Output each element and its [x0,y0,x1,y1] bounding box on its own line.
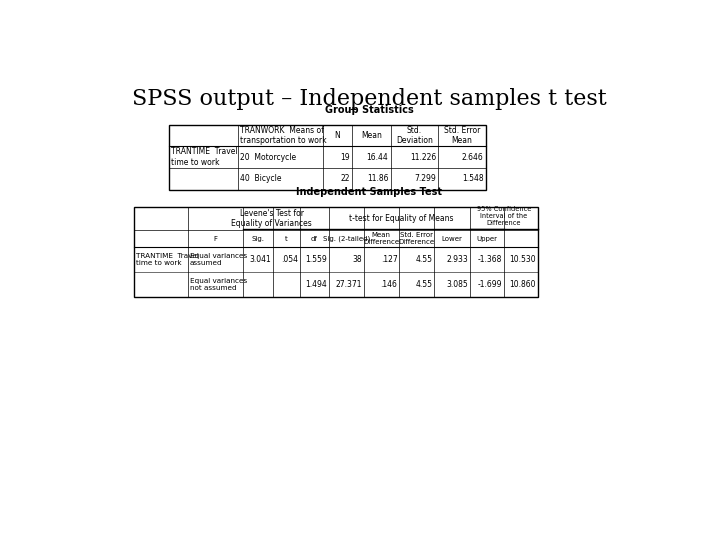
Text: Mean: Mean [361,131,382,140]
Text: df: df [311,236,318,242]
Text: Mean
Difference: Mean Difference [364,232,400,245]
Text: 10.860: 10.860 [510,280,536,289]
Text: 3.085: 3.085 [446,280,468,289]
Text: 11.86: 11.86 [366,174,388,183]
Text: 7.299: 7.299 [414,174,436,183]
Text: 10.530: 10.530 [510,255,536,264]
Text: .146: .146 [381,280,397,289]
Text: 2.933: 2.933 [446,255,468,264]
Text: t-test for Equality of Means: t-test for Equality of Means [349,214,454,224]
Text: 19: 19 [340,153,350,161]
Text: 1.548: 1.548 [462,174,484,183]
Bar [134,207,538,296]
Text: t: t [285,236,287,242]
Text: 95% Confidence
Interval of the
Difference: 95% Confidence Interval of the Differenc… [477,206,531,226]
Text: TRANTIME  Travel
time to work: TRANTIME Travel time to work [135,253,199,266]
Text: N: N [335,131,341,140]
Text: 20  Motorcycle: 20 Motorcycle [240,153,297,161]
Text: 1.494: 1.494 [306,280,328,289]
Text: -1.699: -1.699 [477,280,503,289]
Text: .127: .127 [381,255,397,264]
Text: Upper: Upper [477,236,498,242]
Text: 11.226: 11.226 [410,153,436,161]
Text: Sig. (2-tailed): Sig. (2-tailed) [323,235,370,242]
Text: TRANTIME  Travel
time to work: TRANTIME Travel time to work [171,147,238,167]
Text: Lower: Lower [442,236,462,242]
Text: TRANWORK  Means of
transportation to work: TRANWORK Means of transportation to work [240,126,327,145]
Text: 2.646: 2.646 [462,153,484,161]
Text: Equal variances
assumed: Equal variances assumed [189,253,247,266]
Text: Independent Samples Test: Independent Samples Test [296,187,442,197]
Text: 3.041: 3.041 [249,255,271,264]
Text: .054: .054 [282,255,298,264]
Text: 16.44: 16.44 [366,153,388,161]
Text: 40  Bicycle: 40 Bicycle [240,174,282,183]
Text: 4.55: 4.55 [416,280,433,289]
Text: Std. Error
Difference: Std. Error Difference [399,232,435,245]
Text: Std. Error
Mean: Std. Error Mean [444,126,480,145]
Text: -1.368: -1.368 [478,255,503,264]
Text: Equal variances
not assumed: Equal variances not assumed [189,278,247,291]
Text: Std.
Deviation: Std. Deviation [396,126,433,145]
Text: 22: 22 [341,174,350,183]
Text: F: F [214,236,217,242]
Text: 38: 38 [353,255,362,264]
Text: SPSS output – Independent samples t test: SPSS output – Independent samples t test [132,88,606,110]
Text: Group Statistics: Group Statistics [325,105,413,115]
Text: 1.559: 1.559 [306,255,328,264]
Text: 27.371: 27.371 [336,280,362,289]
Text: Levene's Test for
Equality of Variances: Levene's Test for Equality of Variances [231,209,312,228]
Text: Sig.: Sig. [251,236,265,242]
Text: 4.55: 4.55 [416,255,433,264]
Bar [168,125,486,190]
